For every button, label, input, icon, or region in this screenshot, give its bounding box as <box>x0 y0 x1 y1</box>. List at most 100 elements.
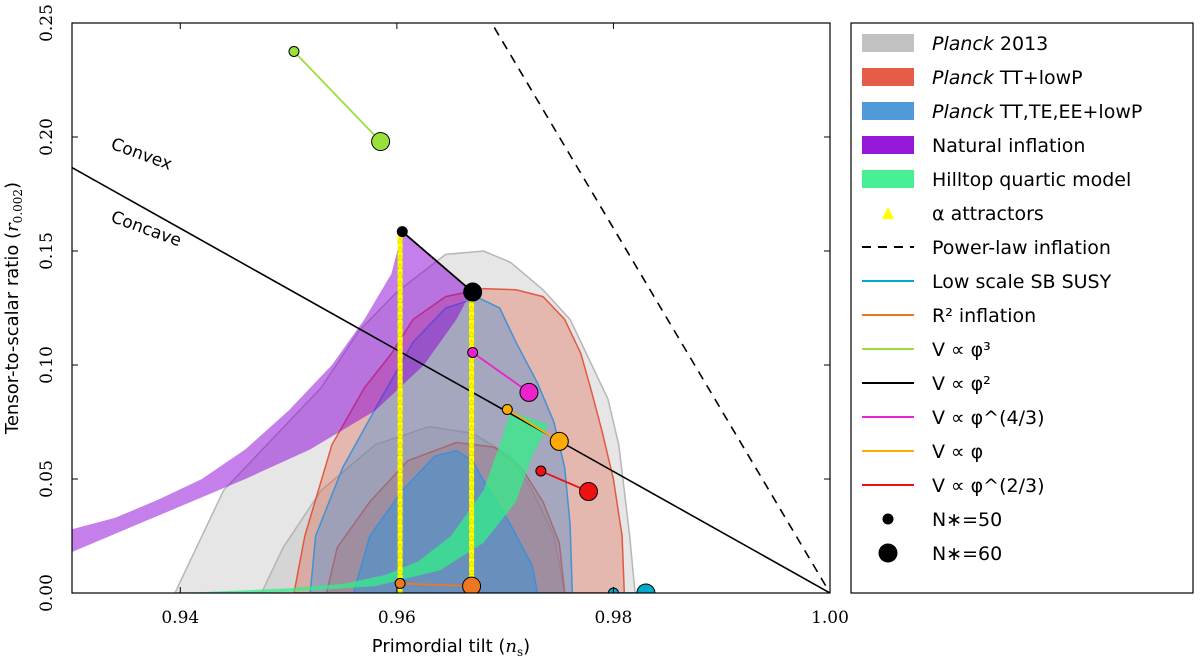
alpha-attractor-marker <box>397 280 403 286</box>
legend-item-planck-2013: Planck 2013 <box>862 33 1048 55</box>
alpha-attractor-marker <box>397 509 403 516</box>
legend-item-attractors: α attractors <box>882 203 1044 225</box>
alpha-attractor-marker <box>397 271 403 278</box>
alpha-attractor-marker <box>468 450 475 456</box>
alpha-attractor-marker <box>468 331 475 337</box>
model-bands <box>72 231 549 593</box>
alpha-attractor-marker <box>397 467 403 473</box>
alpha-attractor-marker <box>397 433 403 439</box>
legend-item-r-inflation: R² inflation <box>862 305 1036 327</box>
legend-item-v: V ∝ φ³ <box>862 339 991 361</box>
legend-label: Natural inflation <box>932 135 1085 157</box>
model-series <box>288 46 656 593</box>
legend-label: N∗=50 <box>932 509 1002 531</box>
alpha-attractor-marker <box>397 331 403 337</box>
y-tick-label: 0.10 <box>37 346 57 384</box>
x-tick-label: 0.94 <box>161 608 199 628</box>
legend-swatch <box>862 102 914 120</box>
legend-label: V ∝ φ^(4/3) <box>932 407 1045 429</box>
alpha-attractor-marker <box>397 288 403 295</box>
alpha-attractor-marker <box>397 382 403 388</box>
legend-item-low-scale-sb-susy: Low scale SB SUSY <box>862 271 1112 293</box>
alpha-attractor-marker <box>397 501 403 507</box>
alpha-attractor-marker <box>468 305 475 312</box>
alpha-attractor-marker <box>468 416 475 422</box>
legend-label: V ∝ φ² <box>932 373 991 395</box>
y-tick-label: 0.00 <box>37 574 57 612</box>
plot-frame <box>71 22 831 594</box>
planck-constraint-regions <box>174 250 636 593</box>
r-inflation-line <box>400 582 472 588</box>
legend-label-italic: Planck <box>932 101 995 123</box>
v-4-3-line <box>472 351 530 394</box>
legend-item-n-50: N∗=50 <box>882 509 1002 531</box>
alpha-attractor-marker <box>468 424 475 431</box>
legend-swatch <box>862 170 914 188</box>
legend-item-v: V ∝ φ² <box>862 373 991 395</box>
legend-swatch <box>882 513 894 525</box>
reference-lines <box>72 27 830 593</box>
legend-label: V ∝ φ <box>932 441 983 463</box>
v-point-n50 <box>396 226 408 238</box>
legend-item-planck-tt-lowp: Planck TT+lowP <box>862 67 1083 89</box>
alpha-attractor-marker <box>397 458 403 465</box>
alpha-attractor-marker <box>397 246 403 252</box>
alpha-attractor-marker <box>468 526 475 533</box>
y-axis-label: Tensor-to-scalar ratio (r0.002) <box>2 182 25 435</box>
legend-label-rest: 2013 <box>994 33 1048 55</box>
v-2-3-point-n50 <box>535 465 547 477</box>
legend-label: Planck TT+lowP <box>932 67 1083 89</box>
alpha-attractor-marker <box>397 339 403 346</box>
alpha-attractor-marker <box>397 399 403 405</box>
legend-item-v: V ∝ φ <box>862 441 983 463</box>
alpha-attractor-marker <box>468 399 475 405</box>
legend-frame <box>850 22 1194 594</box>
alpha-attractor-marker <box>468 339 475 346</box>
y-tick-label: 0.05 <box>37 460 57 498</box>
alpha-attractor-marker <box>397 484 403 490</box>
v-line <box>506 408 560 443</box>
alpha-attractor-marker <box>468 543 475 550</box>
alpha-attractor-marker <box>468 569 475 575</box>
r-inflation-point-n60 <box>462 576 482 593</box>
power-law-inflation-line <box>493 27 830 593</box>
legend-swatch <box>882 207 894 219</box>
alpha-attractor-marker <box>468 552 475 558</box>
x-tick-label: 1.00 <box>811 608 849 628</box>
alpha-attractor-marker <box>397 263 403 269</box>
alpha-attractor-marker <box>397 526 403 533</box>
legend-item-v-2-3: V ∝ φ^(2/3) <box>862 475 1045 497</box>
legend-label-rest: TT+lowP <box>994 67 1083 89</box>
legend-swatch <box>862 68 914 86</box>
legend-item-natural-inflation: Natural inflation <box>862 135 1085 157</box>
v-4-3-point-n50 <box>467 346 479 358</box>
y-axis-ticks: 0.00 0.05 0.10 0.15 0.20 0.25 <box>37 4 830 612</box>
alpha-attractor-marker <box>397 441 403 448</box>
legend-swatch <box>862 34 914 52</box>
v-point-n50 <box>288 46 300 57</box>
v-point-n50 <box>501 403 513 415</box>
alpha-attractor-marker <box>397 518 403 524</box>
x-axis-ticks: 0.94 0.96 0.98 1.00 <box>161 23 849 628</box>
alpha-attractor-marker <box>468 441 475 448</box>
alpha-attractor-marker <box>397 348 403 354</box>
v-line <box>293 50 382 143</box>
y-tick-label: 0.20 <box>37 118 57 156</box>
legend-label-italic: Planck <box>932 33 995 55</box>
legend-swatch <box>862 136 914 154</box>
alpha-attractor-marker <box>397 450 403 456</box>
alpha-attractor-marker <box>397 569 403 575</box>
legend-label: Power-law inflation <box>932 237 1111 259</box>
alpha-attractor-marker <box>397 535 403 541</box>
alpha-attractor-marker <box>468 458 475 465</box>
legend-label-rest: TT,TE,EE+lowP <box>994 101 1142 123</box>
alpha-attractor-marker <box>397 356 403 363</box>
alpha-attractor-marker <box>397 552 403 558</box>
legend-label-italic: Planck <box>932 67 995 89</box>
alpha-attractor-marker <box>468 382 475 388</box>
alpha-attractor-marker <box>397 237 403 244</box>
legend-label: V ∝ φ³ <box>932 339 991 361</box>
legend-item-v-4-3: V ∝ φ^(4/3) <box>862 407 1045 429</box>
legend-label: V ∝ φ^(2/3) <box>932 475 1045 497</box>
